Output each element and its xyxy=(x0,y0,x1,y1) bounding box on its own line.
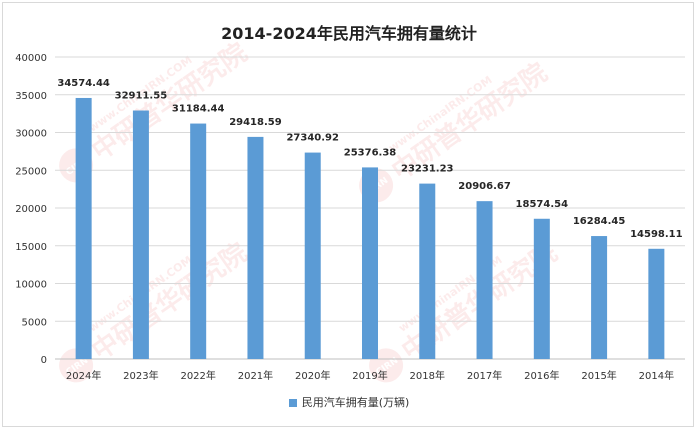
legend: 民用汽车拥有量(万辆) xyxy=(0,394,698,410)
bar xyxy=(132,110,149,360)
bar xyxy=(190,123,207,359)
y-tick-label: 5000 xyxy=(22,317,47,328)
y-tick-label: 30000 xyxy=(15,129,47,140)
x-tick-label: 2018年 xyxy=(410,369,445,382)
x-tick-label: 2017年 xyxy=(467,369,502,382)
data-label: 18574.54 xyxy=(516,199,569,210)
data-label: 27340.92 xyxy=(286,133,339,144)
x-tick-label: 2021年 xyxy=(238,369,273,382)
bar xyxy=(591,236,608,359)
x-axis: 2024年 2023年 2022年 2021年 2020年 2019年 2018年 2017年… xyxy=(66,369,674,382)
bar-series xyxy=(75,97,665,360)
chart-title: 2014-2024年民用汽车拥有量统计 xyxy=(221,24,477,43)
y-axis: 0 5000 10000 15000 20000 25000 30000 35000 40000 xyxy=(15,53,47,366)
watermark-brand: 中研普华研究院 xyxy=(86,237,253,367)
data-label: 16284.45 xyxy=(573,216,626,227)
bar xyxy=(476,201,493,359)
y-tick-label: 10000 xyxy=(15,280,47,291)
bar xyxy=(362,167,378,359)
bar xyxy=(533,218,550,359)
data-label: 32911.55 xyxy=(115,91,168,102)
chart-frame xyxy=(2,2,694,427)
y-tick-label: 15000 xyxy=(15,242,47,253)
bar xyxy=(419,183,436,359)
x-tick-label: 2015年 xyxy=(581,369,616,382)
x-tick-label: 2023年 xyxy=(123,369,158,382)
x-tick-label: 2014年 xyxy=(639,369,674,382)
data-label: 34574.44 xyxy=(57,78,110,89)
data-label: 25376.38 xyxy=(344,147,397,158)
data-labels: 34574.44 32911.55 31184.44 29418.59 27340.92… xyxy=(57,78,682,240)
watermark-brand: 中研普华研究院 xyxy=(86,37,253,167)
y-tick-label: 35000 xyxy=(15,91,47,102)
x-tick-label: 2019年 xyxy=(352,369,387,382)
y-tick-label: 0 xyxy=(41,355,47,366)
x-tick-label: 2022年 xyxy=(180,369,215,382)
data-label: 29418.59 xyxy=(229,117,282,128)
y-tick-label: 25000 xyxy=(15,166,47,177)
bar xyxy=(304,152,321,359)
data-label: 23231.23 xyxy=(401,164,454,175)
data-label: 14598.11 xyxy=(630,229,683,240)
legend-swatch xyxy=(288,399,297,407)
bar xyxy=(247,136,264,359)
data-label: 20906.67 xyxy=(458,181,511,192)
legend-label: 民用汽车拥有量(万辆) xyxy=(301,396,410,409)
y-tick-label: 40000 xyxy=(15,53,47,64)
x-tick-label: 2016年 xyxy=(524,369,559,382)
x-tick-label: 2020年 xyxy=(295,369,330,382)
bar xyxy=(648,248,665,359)
x-tick-label: 2024年 xyxy=(66,369,101,382)
bar xyxy=(75,97,92,359)
data-label: 31184.44 xyxy=(172,104,225,115)
y-tick-label: 20000 xyxy=(15,204,47,215)
